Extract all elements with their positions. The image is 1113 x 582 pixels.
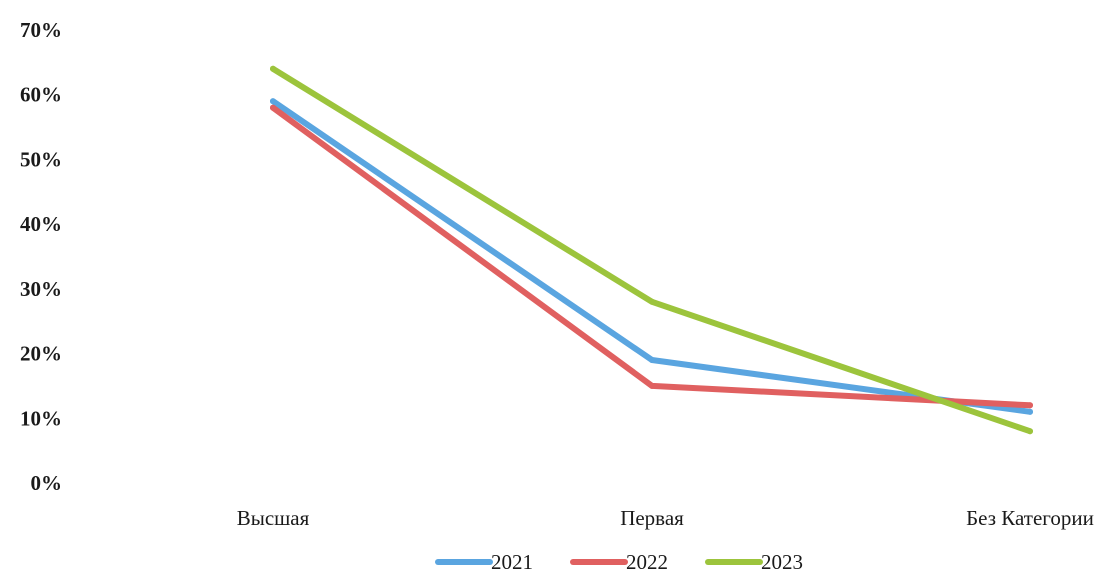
series-line-2021	[270, 98, 1033, 415]
y-tick-label: 50%	[20, 147, 62, 171]
series-line-2023	[270, 65, 1033, 435]
legend-label-2022: 2022	[626, 550, 668, 574]
x-axis: Высшая Первая Без Категории	[237, 506, 1094, 530]
y-tick-label: 0%	[31, 471, 63, 495]
x-tick-label: Высшая	[237, 506, 310, 530]
data-point-2021	[649, 357, 655, 363]
series-layer	[270, 65, 1033, 435]
data-point-2022	[270, 104, 276, 111]
data-point-2021	[1027, 408, 1033, 415]
data-point-2023	[1027, 428, 1033, 435]
data-point-2023	[270, 65, 276, 72]
y-axis: 0% 10% 20% 30% 40% 50% 60% 70%	[20, 18, 62, 495]
legend-label-2023: 2023	[761, 550, 803, 574]
y-tick-label: 60%	[20, 83, 62, 107]
data-point-2022	[1027, 402, 1033, 409]
x-tick-label: Первая	[620, 506, 684, 530]
legend: 2021 2022 2023	[435, 550, 803, 574]
y-tick-label: 70%	[20, 18, 62, 42]
data-point-2021	[270, 98, 276, 105]
data-point-2023	[649, 298, 655, 305]
y-tick-label: 10%	[20, 406, 62, 430]
legend-label-2021: 2021	[491, 550, 533, 574]
y-tick-label: 30%	[20, 277, 62, 301]
data-point-2022	[649, 382, 655, 389]
y-tick-label: 20%	[20, 342, 62, 366]
x-tick-label: Без Категории	[966, 506, 1094, 530]
y-tick-label: 40%	[20, 212, 62, 236]
